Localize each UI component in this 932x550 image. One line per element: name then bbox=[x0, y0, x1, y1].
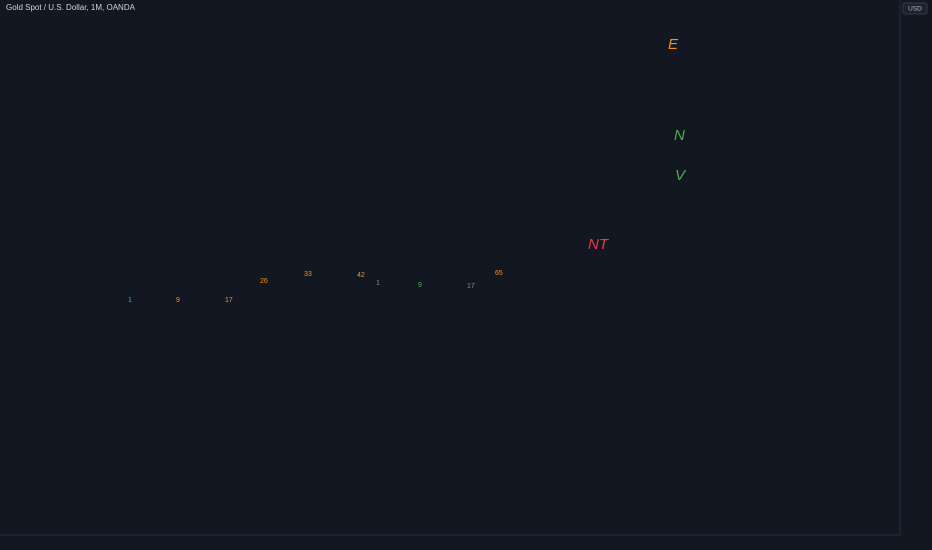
currency-button[interactable] bbox=[902, 2, 928, 15]
cycle-label: 17 bbox=[225, 297, 233, 304]
annotations: E N V NT 1 9 17 26 33 42 1 9 17 65 bbox=[128, 36, 687, 304]
cycle-label: 26 bbox=[260, 278, 268, 285]
target-label: V bbox=[675, 167, 687, 184]
cycle-label: 65 bbox=[495, 270, 503, 277]
target-label: E bbox=[668, 36, 679, 53]
price-axis bbox=[900, 0, 932, 535]
cycle-label: 42 bbox=[357, 272, 365, 279]
target-label: N bbox=[674, 127, 685, 144]
cycle-label: 17 bbox=[467, 283, 475, 290]
time-axis bbox=[0, 535, 932, 550]
target-label: NT bbox=[588, 236, 610, 253]
currency[interactable]: USD bbox=[908, 6, 922, 13]
cycle-label: 33 bbox=[304, 271, 312, 278]
cycle-label: 1 bbox=[376, 280, 380, 287]
cycle-label: 9 bbox=[176, 297, 180, 304]
cycle-label: 9 bbox=[418, 282, 422, 289]
cycle-label: 1 bbox=[128, 297, 132, 304]
symbol-title: Gold Spot / U.S. Dollar, 1M, OANDA bbox=[6, 3, 136, 12]
